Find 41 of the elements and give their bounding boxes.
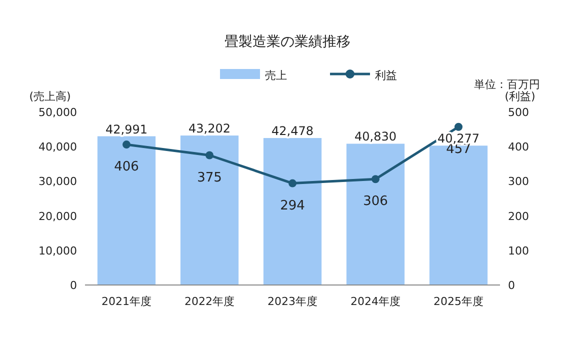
point (372, 175, 380, 184)
y2-tick-label: 100 (508, 244, 529, 258)
point (122, 140, 130, 149)
x-tick-label: 2025年度 (434, 295, 484, 308)
y2-axis-title: (利益) (504, 90, 536, 103)
legend-label: 利益 (375, 69, 397, 82)
bar (429, 146, 488, 285)
y2-tick-label: 300 (508, 175, 529, 188)
point (454, 122, 462, 131)
bar (263, 138, 322, 285)
legend-label: 売上 (265, 69, 287, 82)
y-tick-label: 40,000 (38, 140, 77, 154)
y-tick-label: 30,000 (38, 175, 77, 188)
bar (97, 136, 156, 285)
data-label: 43,202 (188, 122, 230, 136)
y2-tick-label: 0 (508, 279, 515, 292)
y-tick-label: 10,000 (38, 244, 77, 258)
data-label: 42,991 (106, 122, 148, 136)
point (288, 179, 296, 188)
data-label: 42,478 (272, 124, 314, 138)
y-tick-label: 0 (70, 279, 77, 292)
x-tick-label: 2023年度 (268, 295, 318, 308)
data-label: 306 (363, 194, 388, 210)
y2-tick-label: 500 (508, 106, 529, 119)
y2-tick-label: 400 (508, 140, 529, 154)
x-tick-label: 2022年度 (184, 295, 234, 308)
data-label: 40,830 (354, 130, 396, 144)
y-tick-label: 50,000 (38, 106, 77, 119)
bar (180, 136, 239, 285)
data-label: 294 (280, 198, 305, 214)
y2-tick-label: 200 (508, 210, 529, 223)
y-tick-label: 20,000 (38, 210, 77, 223)
data-label: 406 (114, 160, 139, 175)
x-tick-label: 2021年度 (102, 295, 152, 308)
y-axis-title: (売上高) (29, 90, 71, 103)
x-tick-label: 2024年度 (350, 295, 400, 308)
chart-title: 畳製造業の業績推移 (224, 34, 350, 50)
point (206, 151, 214, 160)
data-label: 375 (197, 170, 222, 186)
text: 単位：百万円 (474, 78, 540, 91)
bar (346, 144, 405, 285)
